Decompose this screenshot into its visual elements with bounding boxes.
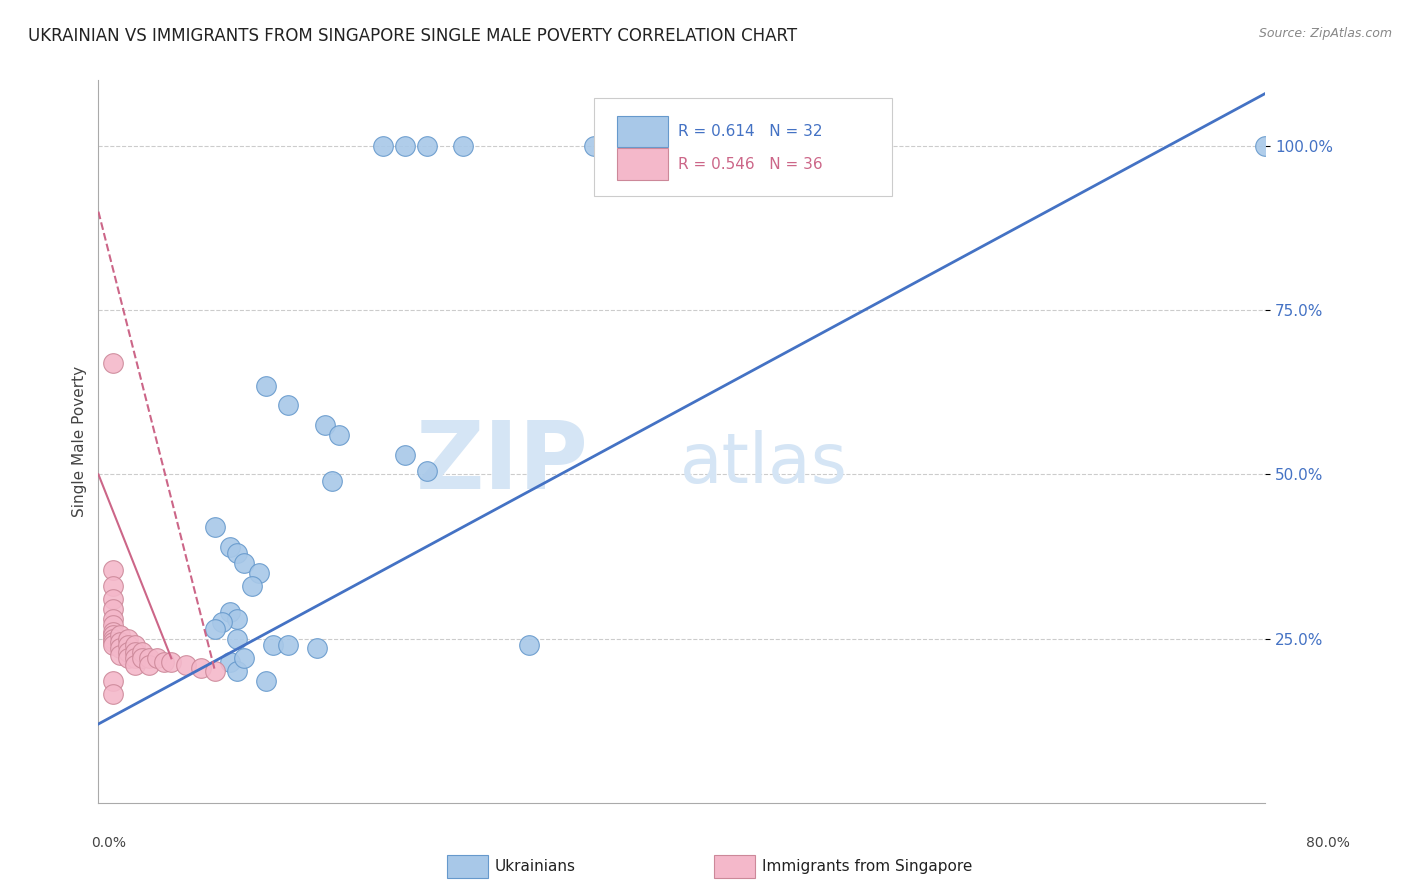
Point <box>240 579 263 593</box>
Point <box>101 638 124 652</box>
Point <box>110 628 132 642</box>
Text: R = 0.546   N = 36: R = 0.546 N = 36 <box>679 157 823 171</box>
Point <box>101 687 124 701</box>
Point <box>117 651 139 665</box>
Point <box>314 418 336 433</box>
Point <box>226 612 249 626</box>
Point <box>394 448 416 462</box>
Point <box>131 651 153 665</box>
Point <box>233 651 256 665</box>
Point <box>190 661 212 675</box>
Point <box>101 632 124 646</box>
Point <box>110 635 132 649</box>
Point <box>218 540 240 554</box>
Point <box>101 356 124 370</box>
Point <box>124 638 146 652</box>
Point <box>124 657 146 672</box>
Point <box>101 635 124 649</box>
Point <box>131 645 153 659</box>
Point <box>204 665 226 679</box>
Point <box>211 615 233 630</box>
FancyBboxPatch shape <box>617 148 668 180</box>
Point <box>174 657 197 672</box>
FancyBboxPatch shape <box>595 98 891 196</box>
Point <box>146 651 169 665</box>
Text: Ukrainians: Ukrainians <box>495 859 576 873</box>
Point <box>247 566 270 580</box>
Point <box>101 592 124 607</box>
Point <box>204 520 226 534</box>
Point <box>415 464 437 478</box>
Point <box>262 638 284 652</box>
Point <box>254 378 277 392</box>
Point <box>226 632 249 646</box>
Point <box>153 655 176 669</box>
Point <box>138 651 160 665</box>
Text: Immigrants from Singapore: Immigrants from Singapore <box>762 859 973 873</box>
Point <box>451 139 474 153</box>
Point <box>226 546 249 560</box>
Point <box>226 665 249 679</box>
Point <box>415 139 437 153</box>
Point <box>1254 139 1277 153</box>
Text: 0.0%: 0.0% <box>91 836 127 850</box>
Point <box>110 648 132 662</box>
Point <box>160 655 183 669</box>
Point <box>517 638 540 652</box>
Point <box>101 674 124 689</box>
Point <box>101 563 124 577</box>
Text: Source: ZipAtlas.com: Source: ZipAtlas.com <box>1258 27 1392 40</box>
Point <box>124 651 146 665</box>
Point <box>321 474 343 488</box>
Point <box>254 674 277 689</box>
Point <box>204 622 226 636</box>
Point <box>101 618 124 632</box>
Point <box>218 655 240 669</box>
Point <box>277 398 299 412</box>
Point <box>233 556 256 570</box>
Point <box>101 602 124 616</box>
Point <box>277 638 299 652</box>
Y-axis label: Single Male Poverty: Single Male Poverty <box>72 366 87 517</box>
Point <box>101 579 124 593</box>
FancyBboxPatch shape <box>617 116 668 147</box>
Point <box>583 139 606 153</box>
Point <box>117 632 139 646</box>
Point <box>101 628 124 642</box>
Point <box>328 428 350 442</box>
Point <box>124 645 146 659</box>
Text: R = 0.614   N = 32: R = 0.614 N = 32 <box>679 124 823 139</box>
Text: UKRAINIAN VS IMMIGRANTS FROM SINGAPORE SINGLE MALE POVERTY CORRELATION CHART: UKRAINIAN VS IMMIGRANTS FROM SINGAPORE S… <box>28 27 797 45</box>
Text: ZIP: ZIP <box>416 417 589 509</box>
Point <box>218 605 240 619</box>
Point <box>138 657 160 672</box>
Point <box>371 139 394 153</box>
Point <box>394 139 416 153</box>
Point <box>101 625 124 640</box>
Point <box>307 641 329 656</box>
Point <box>101 612 124 626</box>
Point <box>110 641 132 656</box>
Point <box>117 645 139 659</box>
Text: 80.0%: 80.0% <box>1306 836 1350 850</box>
Point <box>117 638 139 652</box>
Text: atlas: atlas <box>679 430 848 497</box>
